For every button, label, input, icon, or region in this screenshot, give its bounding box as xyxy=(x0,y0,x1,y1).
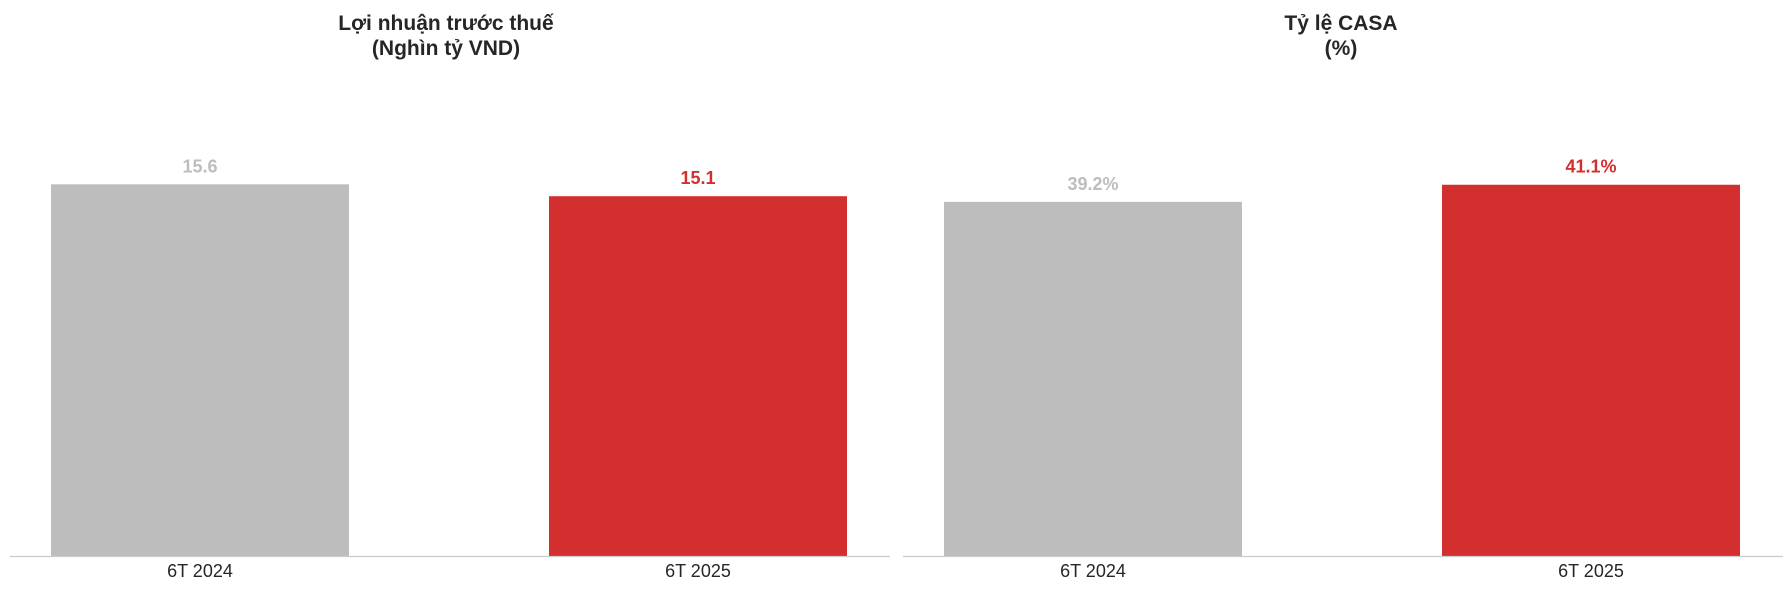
profit-before-tax-chart: Lợi nhuận trước thuế(Nghìn tỷ VND) 15.6 6T… xyxy=(10,12,890,581)
chart-1-title: Tỷ lệ CASA xyxy=(1284,12,1397,35)
chart-1-value-label-0: 39.2% xyxy=(1067,174,1118,194)
chart-0-bar-0 xyxy=(51,184,349,556)
chart-1-tick-label-1: 6T 2025 xyxy=(1558,561,1624,581)
chart-1-bar-1 xyxy=(1442,184,1740,557)
chart-0-value-label-0: 15.6 xyxy=(182,156,217,176)
chart-0-title: Lợi nhuận trước thuế xyxy=(338,12,554,35)
chart-1-subtitle: (%) xyxy=(1325,37,1358,60)
chart-0-bar-1 xyxy=(549,196,847,556)
chart-0-subtitle: (Nghìn tỷ VND) xyxy=(372,37,520,60)
chart-1-tick-label-0: 6T 2024 xyxy=(1060,561,1126,581)
chart-1-bar-0 xyxy=(944,201,1242,557)
casa-ratio-chart: Tỷ lệ CASA(%) 39.2% 6T 2024 41.1% 6T 2025 xyxy=(903,12,1783,581)
chart-0-value-label-1: 15.1 xyxy=(680,168,715,188)
chart-0-tick-label-1: 6T 2025 xyxy=(665,561,731,581)
chart-1-value-label-1: 41.1% xyxy=(1565,157,1616,177)
chart-0-tick-label-0: 6T 2024 xyxy=(167,561,233,581)
